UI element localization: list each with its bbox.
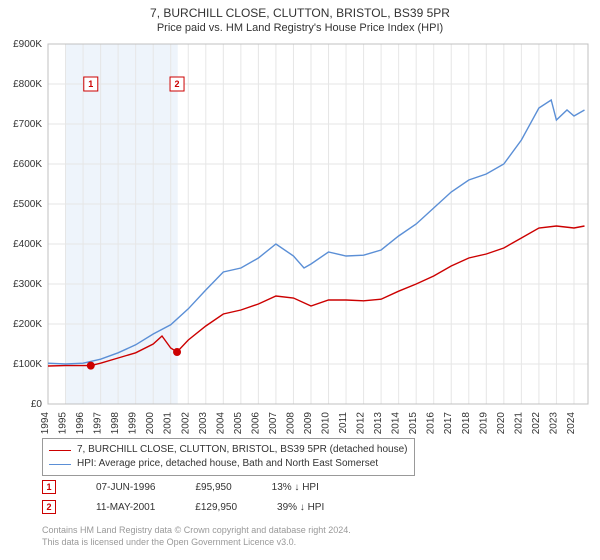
svg-text:2009: 2009	[303, 412, 314, 435]
svg-text:£800K: £800K	[13, 79, 42, 90]
svg-text:£100K: £100K	[13, 359, 42, 370]
svg-text:2024: 2024	[566, 412, 577, 435]
svg-text:2007: 2007	[268, 412, 279, 435]
svg-text:£900K: £900K	[13, 39, 42, 50]
svg-text:2005: 2005	[233, 412, 244, 435]
svg-text:2023: 2023	[548, 412, 559, 435]
svg-text:2010: 2010	[321, 412, 332, 435]
svg-text:2014: 2014	[391, 412, 402, 435]
legend-label-series2: HPI: Average price, detached house, Bath…	[77, 457, 378, 471]
svg-text:1994: 1994	[40, 412, 51, 435]
svg-text:2004: 2004	[215, 412, 226, 435]
sale-date-1: 07-JUN-1996	[96, 482, 155, 493]
svg-text:1995: 1995	[58, 412, 69, 435]
legend-swatch-series2	[49, 464, 71, 465]
svg-text:2020: 2020	[496, 412, 507, 435]
svg-text:1996: 1996	[75, 412, 86, 435]
svg-text:2017: 2017	[443, 412, 454, 435]
legend-label-series1: 7, BURCHILL CLOSE, CLUTTON, BRISTOL, BS3…	[77, 443, 408, 457]
svg-text:2: 2	[175, 79, 180, 89]
chart-title: 7, BURCHILL CLOSE, CLUTTON, BRISTOL, BS3…	[0, 0, 600, 20]
chart-subtitle: Price paid vs. HM Land Registry's House …	[0, 20, 600, 38]
sale-marker-2: 2	[42, 500, 56, 514]
svg-text:2012: 2012	[356, 412, 367, 435]
svg-text:£200K: £200K	[13, 319, 42, 330]
svg-text:2003: 2003	[198, 412, 209, 435]
sale-price-2: £129,950	[195, 502, 237, 513]
svg-text:2001: 2001	[163, 412, 174, 435]
svg-text:1998: 1998	[110, 412, 121, 435]
sale-price-1: £95,950	[195, 482, 231, 493]
svg-text:2002: 2002	[180, 412, 191, 435]
svg-text:£700K: £700K	[13, 119, 42, 130]
legend: 7, BURCHILL CLOSE, CLUTTON, BRISTOL, BS3…	[42, 438, 415, 476]
svg-text:£500K: £500K	[13, 199, 42, 210]
svg-text:2021: 2021	[513, 412, 524, 435]
svg-text:£600K: £600K	[13, 159, 42, 170]
sale-row-2: 2 11-MAY-2001 £129,950 39% ↓ HPI	[42, 500, 324, 514]
svg-text:2022: 2022	[531, 412, 542, 435]
svg-text:1999: 1999	[128, 412, 139, 435]
legend-item-series2: HPI: Average price, detached house, Bath…	[49, 457, 408, 471]
sale-marker-1: 1	[42, 480, 56, 494]
svg-text:2018: 2018	[461, 412, 472, 435]
legend-item-series1: 7, BURCHILL CLOSE, CLUTTON, BRISTOL, BS3…	[49, 443, 408, 457]
svg-text:2015: 2015	[408, 412, 419, 435]
svg-text:2008: 2008	[285, 412, 296, 435]
price-chart: £0 £100K £200K £300K £400K £500K £600K £700K £80…	[0, 38, 600, 438]
svg-text:£400K: £400K	[13, 239, 42, 250]
svg-text:2013: 2013	[373, 412, 384, 435]
svg-text:2006: 2006	[250, 412, 261, 435]
svg-text:2000: 2000	[145, 412, 156, 435]
footer-attribution: Contains HM Land Registry data © Crown c…	[42, 524, 351, 548]
sale-date-2: 11-MAY-2001	[96, 502, 155, 513]
svg-text:£300K: £300K	[13, 279, 42, 290]
svg-text:2011: 2011	[338, 412, 349, 434]
svg-text:2016: 2016	[426, 412, 437, 435]
svg-text:1: 1	[88, 79, 93, 89]
sale-delta-2: 39% ↓ HPI	[277, 502, 324, 513]
svg-text:1997: 1997	[93, 412, 104, 435]
sale-delta-1: 13% ↓ HPI	[272, 482, 319, 493]
sale-row-1: 1 07-JUN-1996 £95,950 13% ↓ HPI	[42, 480, 319, 494]
svg-text:2019: 2019	[478, 412, 489, 435]
legend-swatch-series1	[49, 450, 71, 451]
svg-text:£0: £0	[31, 399, 43, 410]
